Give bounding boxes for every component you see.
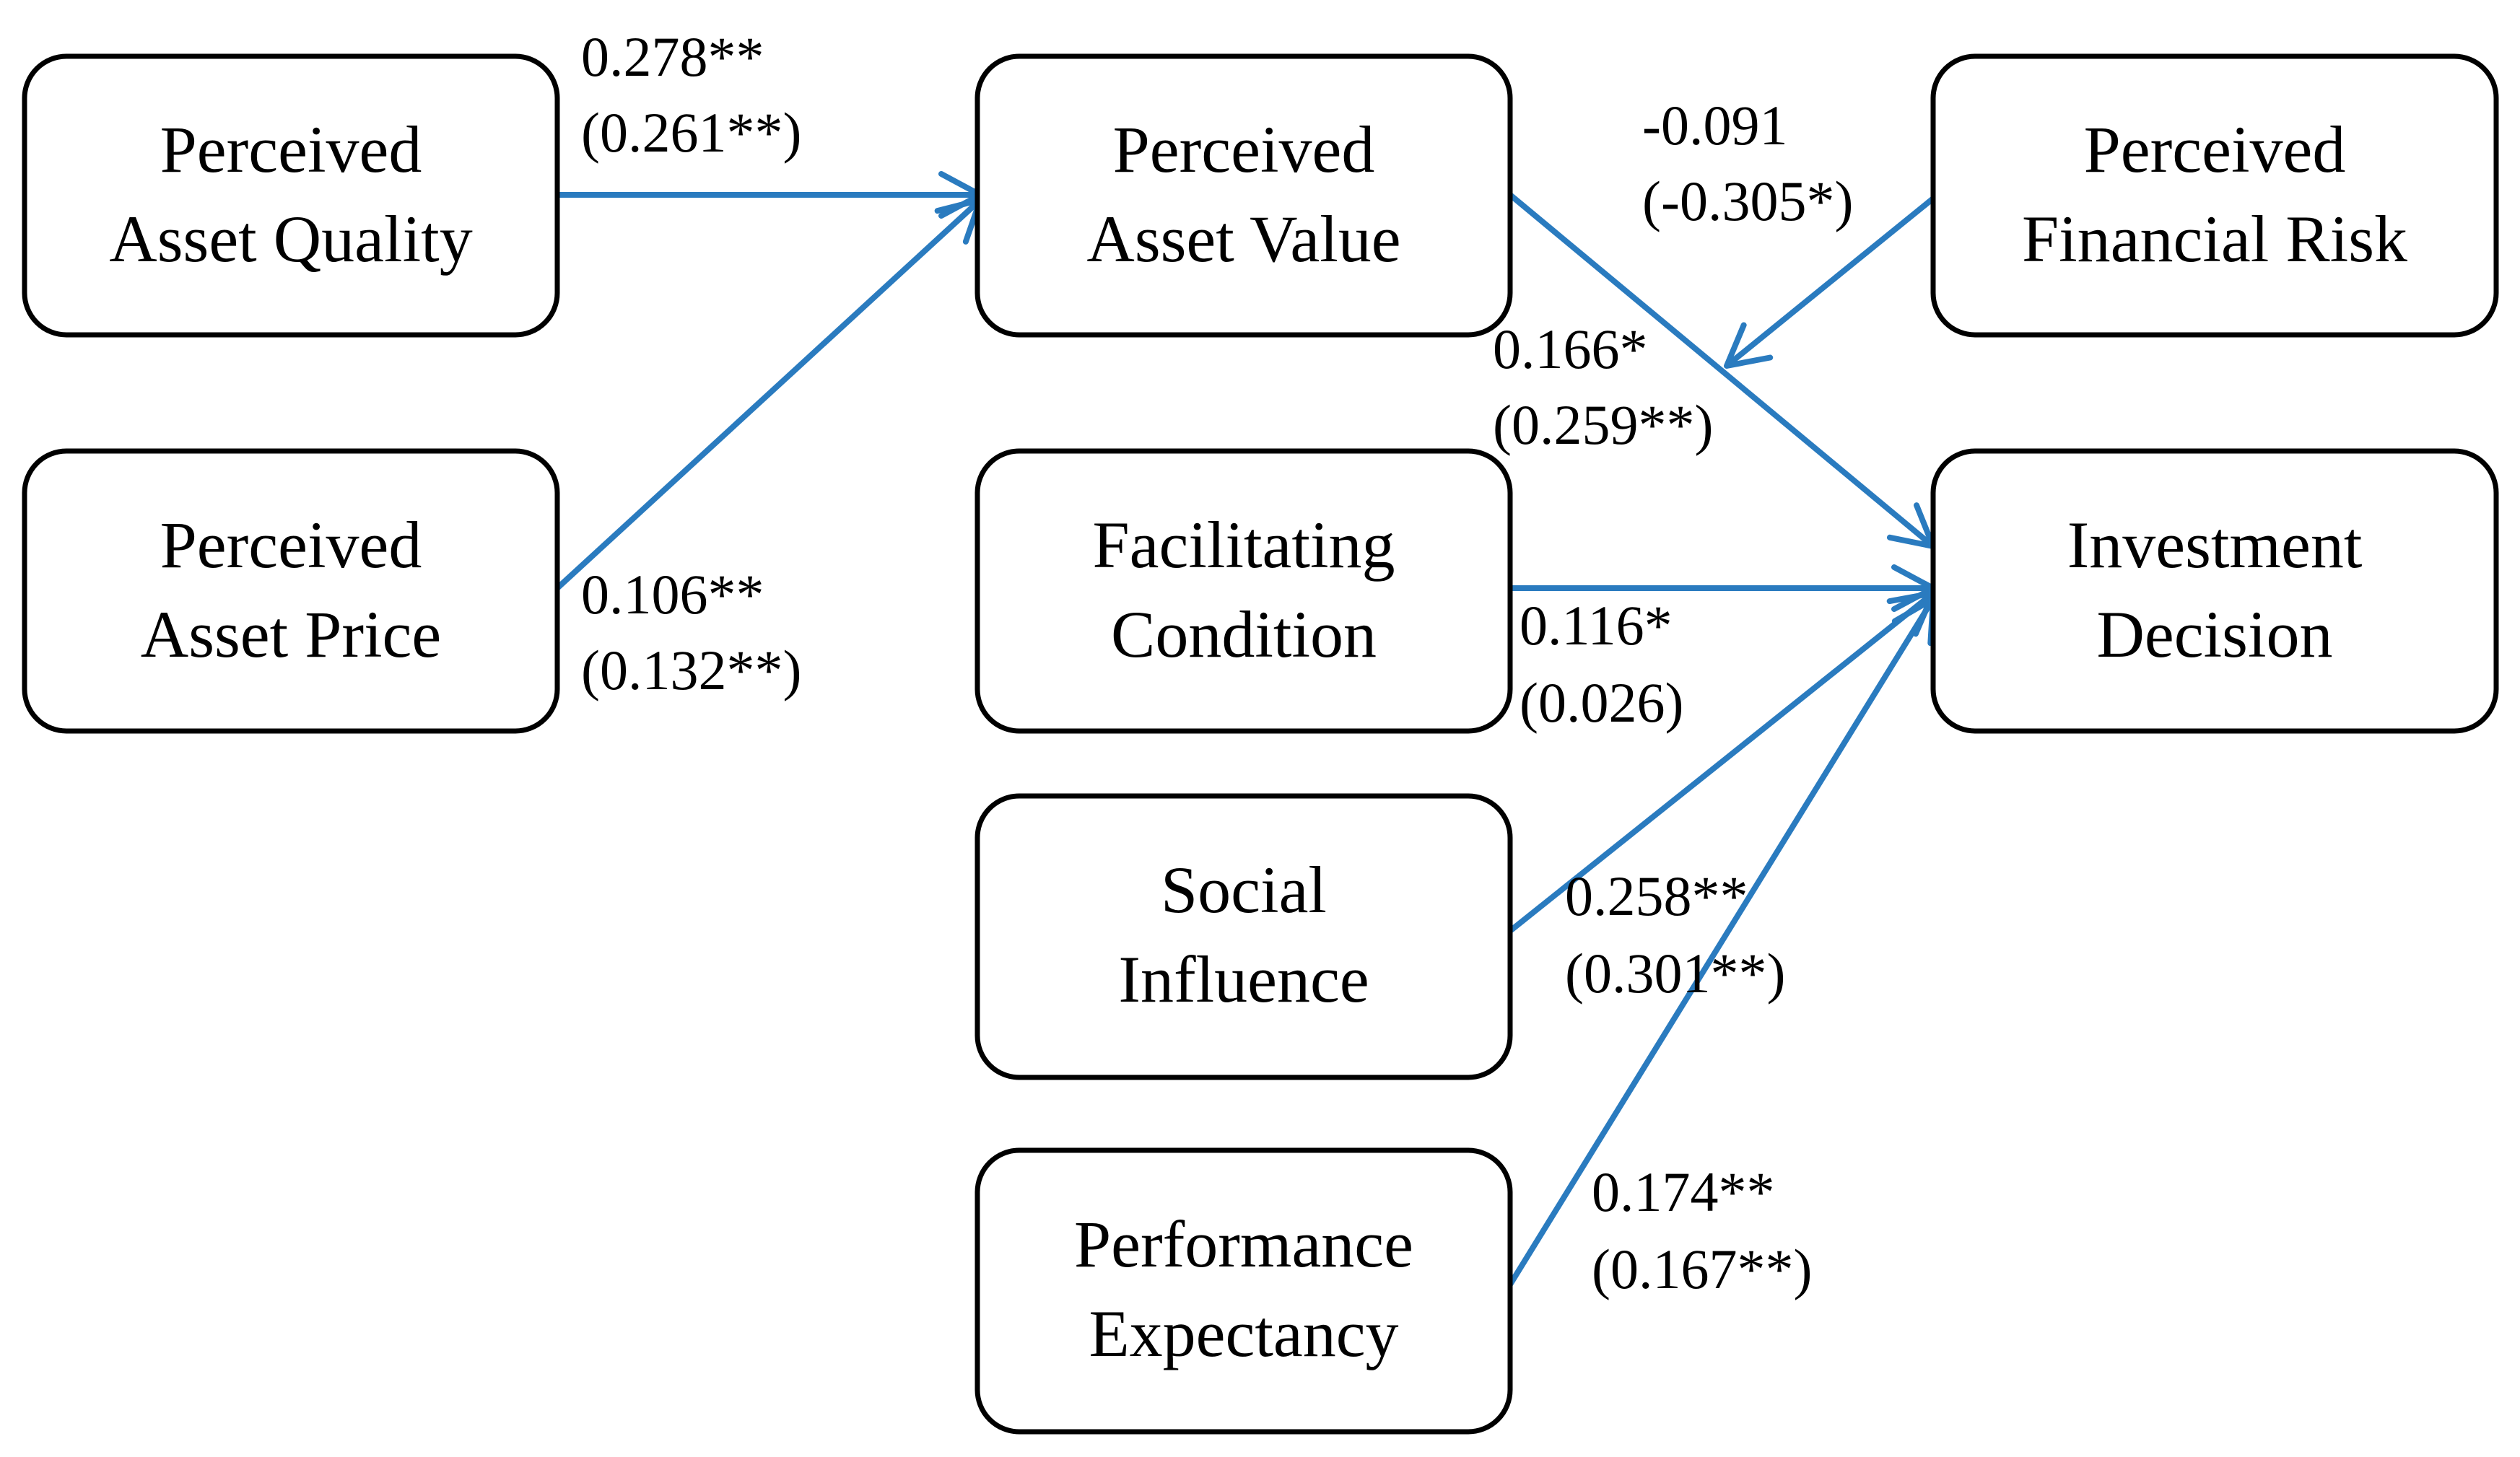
svg-text:Perceived: Perceived bbox=[160, 508, 422, 582]
coef-social-influence-to-investment-decision: 0.258** (0.301**) bbox=[1565, 865, 1785, 1005]
svg-text:Investment: Investment bbox=[2067, 508, 2363, 582]
arrow-financial-risk-to-value-path bbox=[1724, 196, 1935, 369]
coef-asset-quality-to-asset-value: 0.278** (0.261**) bbox=[581, 25, 801, 164]
node-perceived-financial-risk: Perceived Financial Risk bbox=[1930, 53, 2499, 338]
svg-text:0.116*: 0.116* bbox=[1520, 594, 1673, 657]
svg-text:(-0.305*): (-0.305*) bbox=[1642, 170, 1853, 232]
svg-text:(0.301**): (0.301**) bbox=[1565, 942, 1785, 1005]
svg-text:Expectancy: Expectancy bbox=[1089, 1297, 1398, 1370]
svg-text:Financial Risk: Financial Risk bbox=[2022, 202, 2407, 276]
node-perceived-asset-value: Perceived Asset Value bbox=[975, 53, 1513, 338]
svg-text:Social: Social bbox=[1161, 853, 1327, 927]
svg-text:Asset Quality: Asset Quality bbox=[109, 202, 472, 276]
coef-asset-value-to-investment-decision: 0.166* (0.259**) bbox=[1493, 318, 1713, 456]
svg-text:Facilitating: Facilitating bbox=[1092, 508, 1395, 582]
svg-text:0.258**: 0.258** bbox=[1565, 865, 1748, 927]
coef-performance-expectancy-to-investment-decision: 0.174** (0.167**) bbox=[1592, 1160, 1812, 1300]
svg-text:(0.261**): (0.261**) bbox=[581, 101, 801, 164]
node-perceived-asset-price: Perceived Asset Price bbox=[22, 448, 560, 734]
arrow-asset-price-to-asset-value bbox=[555, 197, 983, 590]
node-investment-decision: Investment Decision bbox=[1930, 448, 2499, 734]
node-social-influence: Social Influence bbox=[975, 793, 1513, 1080]
coef-financial-risk-moderation: -0.091 (-0.305*) bbox=[1642, 94, 1853, 232]
svg-text:Perceived: Perceived bbox=[2084, 113, 2346, 186]
svg-text:Decision: Decision bbox=[2096, 598, 2332, 671]
svg-text:Condition: Condition bbox=[1111, 598, 1377, 671]
svg-text:-0.091: -0.091 bbox=[1642, 94, 1787, 157]
svg-text:0.278**: 0.278** bbox=[581, 25, 764, 88]
svg-text:Influence: Influence bbox=[1118, 942, 1369, 1016]
node-performance-expectancy: Performance Expectancy bbox=[975, 1147, 1513, 1435]
svg-text:Perceived: Perceived bbox=[1113, 113, 1375, 186]
svg-text:Asset Value: Asset Value bbox=[1086, 202, 1400, 276]
svg-text:(0.132**): (0.132**) bbox=[581, 639, 801, 701]
svg-text:(0.026): (0.026) bbox=[1520, 671, 1683, 734]
coef-facilitating-condition-to-investment-decision: 0.116* (0.026) bbox=[1520, 594, 1683, 734]
svg-text:(0.259**): (0.259**) bbox=[1493, 393, 1713, 456]
node-facilitating-condition: Facilitating Condition bbox=[975, 448, 1513, 734]
svg-text:Perceived: Perceived bbox=[160, 113, 422, 186]
svg-text:0.174**: 0.174** bbox=[1592, 1160, 1775, 1223]
arrow-social-influence-to-investment-decision bbox=[1508, 590, 1936, 934]
svg-text:Asset Price: Asset Price bbox=[141, 598, 441, 671]
svg-text:Performance: Performance bbox=[1074, 1207, 1413, 1281]
arrow-asset-value-to-investment-decision bbox=[1508, 192, 1936, 549]
arrow-performance-expectancy-to-investment-decision bbox=[1507, 596, 1936, 1287]
node-perceived-asset-quality: Perceived Asset Quality bbox=[22, 53, 560, 338]
svg-text:(0.167**): (0.167**) bbox=[1592, 1238, 1812, 1300]
svg-text:0.106**: 0.106** bbox=[581, 563, 764, 626]
svg-text:0.166*: 0.166* bbox=[1493, 318, 1648, 380]
coef-asset-price-to-asset-value: 0.106** (0.132**) bbox=[581, 563, 801, 701]
